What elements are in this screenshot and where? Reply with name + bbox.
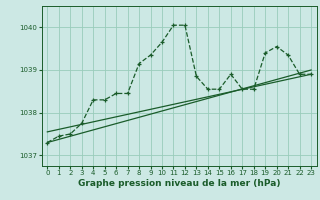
- X-axis label: Graphe pression niveau de la mer (hPa): Graphe pression niveau de la mer (hPa): [78, 179, 280, 188]
